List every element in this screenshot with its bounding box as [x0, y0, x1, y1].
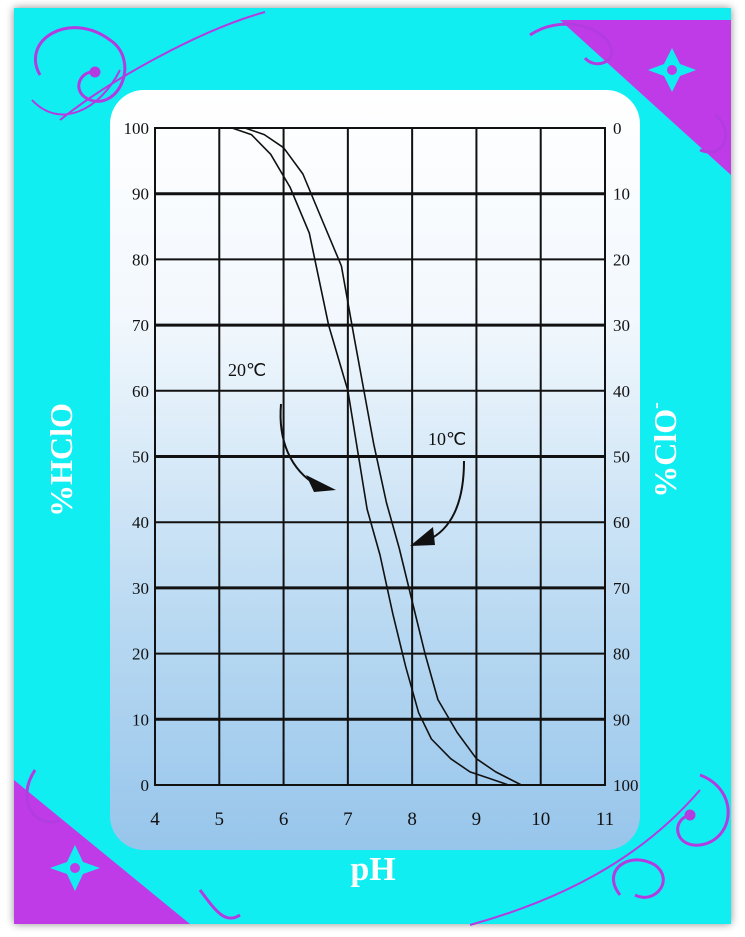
chart-series	[231, 127, 522, 786]
y-tick-label-left: 60	[132, 382, 149, 401]
x-tick-label: 9	[472, 809, 482, 830]
y-tick-label-right: 20	[613, 250, 630, 269]
x-tick-label: 5	[215, 809, 225, 830]
x-tick-label: 10	[531, 809, 550, 830]
y-tick-label-left: 30	[132, 579, 149, 598]
y-axis-label-left: %HClO	[43, 403, 79, 517]
x-tick-label: 8	[407, 809, 417, 830]
series-line-2	[244, 127, 522, 786]
x-tick-label: 11	[596, 809, 614, 830]
y-tick-label-right: 40	[613, 382, 630, 401]
annotation-label-10c: 10℃	[428, 429, 466, 449]
annotation-arrowhead-10c	[410, 527, 435, 546]
x-tick-label: 6	[279, 809, 289, 830]
x-tick-label: 7	[343, 809, 353, 830]
series-line-1	[231, 127, 509, 786]
ornament-bottom-left-icon	[14, 769, 241, 924]
ornament-bottom-right-icon	[469, 773, 730, 926]
annotation-arrow-10c	[427, 460, 465, 541]
y-tick-label-left: 10	[132, 710, 149, 729]
ornament-top-left-icon	[31, 11, 266, 121]
y-tick-label-right: 80	[613, 645, 630, 664]
y-tick-label-left: 40	[132, 513, 149, 532]
y-axis-label-right: %ClO-	[645, 402, 683, 498]
ornament-top-right-icon	[529, 20, 731, 175]
y-tick-label-left: 80	[132, 250, 149, 269]
x-tick-label: 4	[150, 809, 160, 830]
y-tick-label-right: 50	[613, 448, 630, 467]
annotation-arrowhead-20c	[306, 475, 336, 492]
y-tick-label-left: 90	[132, 185, 149, 204]
chart-panel	[110, 90, 640, 850]
y-tick-label-right: 70	[613, 579, 630, 598]
y-tick-label-right: 100	[613, 776, 639, 795]
annotation-label-20c: 20℃	[228, 360, 266, 380]
y-tick-label-left: 70	[132, 316, 149, 335]
annotation-arrow-20c	[279, 403, 319, 487]
chart-grid	[154, 127, 606, 786]
y-tick-label-right: 30	[613, 316, 630, 335]
y-tick-label-right: 60	[613, 513, 630, 532]
y-tick-label-left: 50	[132, 448, 149, 467]
y-tick-label-left: 0	[141, 776, 150, 795]
y-tick-label-right: 10	[613, 185, 630, 204]
y-tick-label-left: 20	[132, 645, 149, 664]
y-tick-label-left: 100	[124, 119, 150, 138]
chart-ticks: 1009080706050403020100010203040506070809…	[124, 119, 639, 830]
chart-annotations: 20℃ 10℃	[228, 360, 466, 546]
y-tick-label-right: 0	[613, 119, 622, 138]
x-axis-label: pH	[350, 851, 395, 888]
y-tick-label-right: 90	[613, 710, 630, 729]
